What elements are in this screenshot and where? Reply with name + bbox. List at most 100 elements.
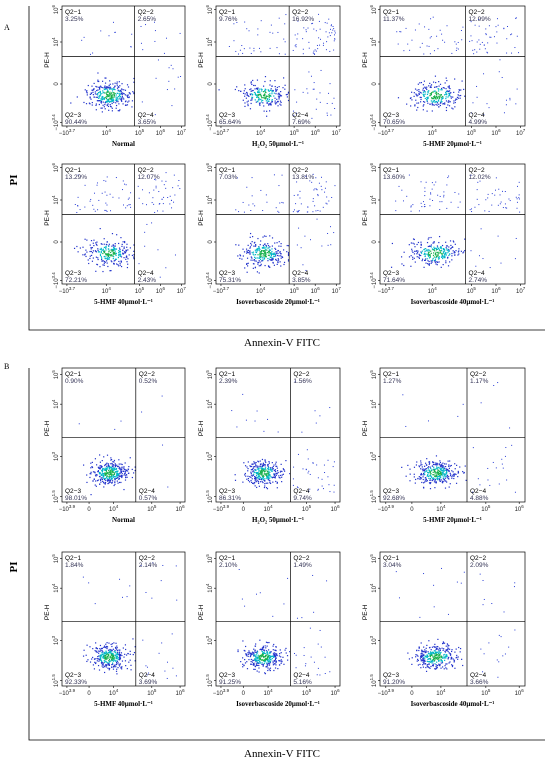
scatter-point (112, 248, 115, 250)
scatter-point (103, 264, 105, 266)
scatter-point (105, 658, 107, 660)
scatter-point (438, 249, 440, 251)
scatter-point (318, 37, 320, 39)
scatter-point (115, 656, 117, 658)
scatter-point (111, 464, 113, 466)
x-tick-label: 106 (175, 504, 185, 513)
scatter-point (108, 251, 110, 253)
scatter-point (444, 254, 446, 256)
scatter-point (497, 235, 499, 237)
scatter-point (317, 643, 319, 645)
scatter-point (474, 206, 476, 208)
scatter-point (255, 251, 257, 253)
scatter-point (442, 469, 444, 472)
scatter-point (430, 475, 432, 478)
scatter-point (253, 91, 256, 94)
scatter-point (110, 458, 113, 461)
scatter-point (330, 114, 332, 116)
scatter-point (258, 249, 260, 252)
scatter-point (120, 652, 123, 654)
quadrant-value-q2-1: 2.39% (219, 378, 238, 385)
scatter-point (114, 248, 117, 250)
x-tick-label: 106 (515, 504, 525, 513)
scatter-point (250, 476, 252, 478)
scatter-point (427, 468, 429, 470)
scatter-point (121, 596, 123, 598)
scatter-point (125, 184, 127, 186)
scatter-point (256, 88, 258, 90)
panel-ylabel-group: PE-H (362, 604, 369, 620)
scatter-point (518, 194, 520, 196)
scatter-point (256, 662, 258, 664)
scatter-point (427, 260, 429, 262)
scatter-point (100, 659, 102, 661)
scatter-point (95, 662, 97, 664)
scatter-point (114, 85, 116, 88)
scatter-point (133, 651, 136, 654)
x-tick-label: 0 (410, 691, 414, 697)
scatter-point (426, 464, 428, 466)
scatter-point (432, 665, 434, 667)
scatter-point (441, 97, 443, 100)
scatter-point (268, 474, 270, 476)
scatter-point (438, 655, 440, 657)
scatter-point (251, 195, 253, 197)
scatter-point (280, 474, 282, 477)
scatter-point (445, 645, 447, 647)
scatter-point (429, 245, 431, 247)
scatter-point (273, 643, 275, 646)
scatter-point (265, 248, 267, 251)
scatter-point (112, 83, 114, 85)
scatter-point (279, 653, 281, 655)
scatter-point (430, 18, 432, 20)
scatter-point (126, 476, 128, 478)
quadrant-name-q2-3: Q2−3 (219, 270, 235, 277)
scatter-point (415, 93, 417, 95)
scatter-point (281, 174, 283, 176)
scatter-point (414, 482, 416, 484)
scatter-point (113, 101, 115, 103)
scatter-point (333, 232, 335, 234)
scatter-point (108, 465, 110, 467)
scatter-point (251, 90, 253, 92)
scatter-point (488, 25, 490, 27)
scatter-point (420, 92, 422, 94)
scatter-point (244, 267, 246, 269)
scatter-point (110, 255, 112, 257)
scatter-point (257, 90, 259, 93)
subplot-title: Isoverbascoside 20μmol·L⁻¹ (236, 298, 320, 306)
scatter-point (440, 472, 442, 474)
scatter-point (102, 651, 104, 653)
scatter-point (115, 663, 117, 666)
scatter-point (267, 642, 269, 644)
scatter-point (256, 468, 258, 470)
scatter-point (419, 82, 421, 84)
scatter-point (423, 482, 425, 484)
scatter-point (249, 108, 252, 110)
scatter-point (269, 477, 271, 479)
scatter-point (270, 88, 272, 90)
scatter-point (444, 487, 447, 489)
scatter-point (424, 473, 426, 476)
scatter-point (459, 651, 461, 653)
scatter-point (431, 248, 434, 250)
scatter-point (307, 27, 309, 29)
scatter-point (429, 477, 431, 480)
scatter-point (432, 257, 434, 260)
scatter-point (308, 41, 310, 43)
scatter-point (108, 98, 110, 100)
scatter-point (154, 211, 156, 213)
scatter-point (83, 101, 85, 104)
scatter-point (87, 659, 89, 661)
quadrant-value-q2-4: 0.57% (139, 495, 158, 502)
scatter-point (312, 200, 314, 202)
scatter-point (444, 255, 446, 257)
scatter-point (126, 668, 128, 670)
scatter-point (254, 466, 256, 468)
scatter-point (416, 654, 418, 656)
scatter-point (101, 650, 103, 652)
scatter-point (446, 79, 448, 82)
scatter-point (98, 100, 100, 102)
scatter-point (95, 250, 97, 252)
quadrant-name-q2-2: Q2−2 (138, 167, 154, 174)
